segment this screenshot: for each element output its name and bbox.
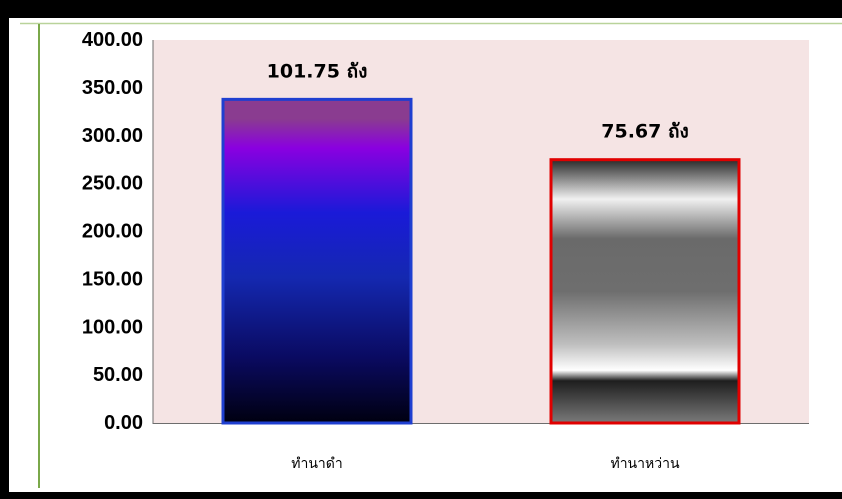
y-tick-label: 200.00	[82, 221, 143, 243]
y-tick-label: 100.00	[82, 316, 143, 338]
bar-broadcasting	[549, 158, 741, 425]
y-tick-label: 0.00	[104, 412, 143, 434]
frame-left-border	[0, 0, 9, 499]
y-tick-label: 50.00	[93, 364, 143, 386]
bar-data-label: 101.75 ถัง	[267, 60, 368, 82]
y-tick-label: 400.00	[82, 29, 143, 51]
y-tick-label: 350.00	[82, 77, 143, 99]
x-category-label: ทำนาหว่าน	[610, 456, 679, 472]
frame-bottom-border	[0, 492, 842, 499]
y-tick-label: 250.00	[82, 173, 143, 195]
bar-transplanting	[221, 97, 413, 425]
y-axis-ticks: 0.00 50.00 100.00 150.00 200.00 250.00 3…	[82, 29, 143, 434]
y-tick-label: 150.00	[82, 268, 143, 290]
frame-top-border	[0, 0, 842, 18]
x-category-label: ทำนาดำ	[291, 456, 342, 472]
bar-data-label: 75.67 ถัง	[601, 121, 689, 143]
y-tick-label: 300.00	[82, 125, 143, 147]
